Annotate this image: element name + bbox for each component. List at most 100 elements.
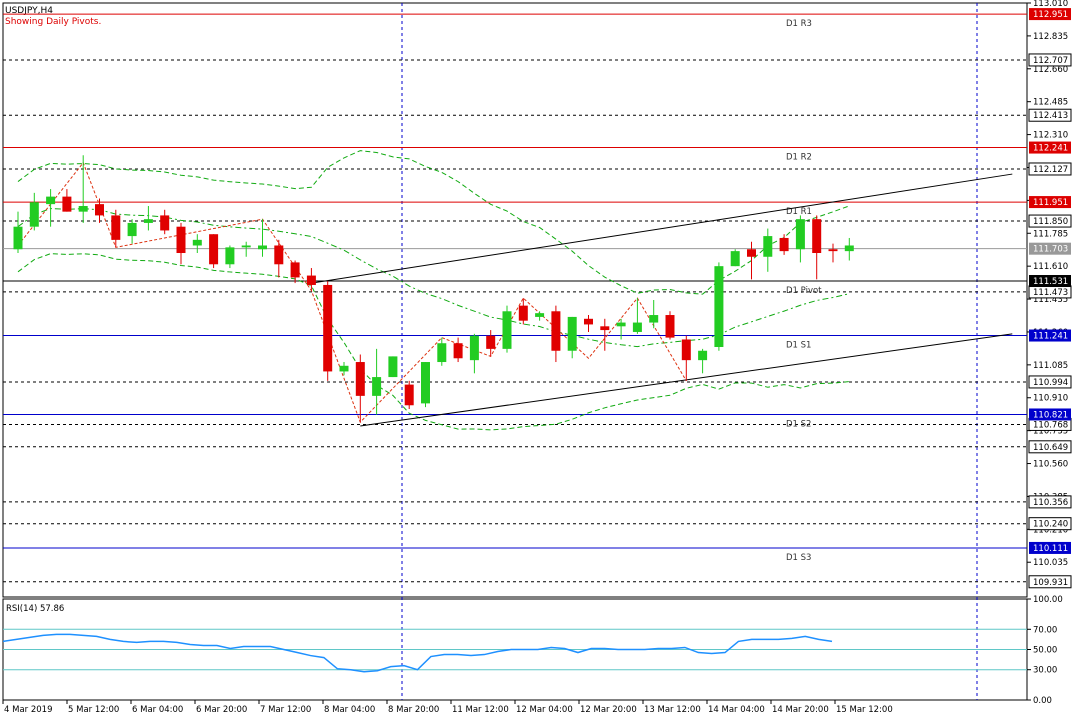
- candle-body: [502, 311, 512, 349]
- rsi-axis-label: 50.00: [1033, 646, 1057, 656]
- price-axis-label: 110.735: [1033, 427, 1068, 437]
- candle-body: [698, 350, 708, 361]
- level-price-tag: [1028, 214, 1072, 228]
- candle-body: [192, 239, 202, 246]
- pivot-price-tag-text: 112.241: [1033, 144, 1068, 154]
- level-price-tag-text: 111.473: [1033, 288, 1068, 298]
- price-axis-label: 111.085: [1033, 361, 1068, 371]
- candle-body: [95, 204, 104, 216]
- time-axis-label: 6 Mar 04:00: [132, 705, 183, 715]
- candle-body: [584, 318, 593, 325]
- level-price-tag-text: 110.356: [1033, 498, 1068, 508]
- time-axis-label: 15 Mar 12:00: [836, 705, 893, 715]
- level-price-tag: [1028, 495, 1072, 509]
- envelope-lower-line: [17, 253, 850, 431]
- pivot-price-tag: [1029, 329, 1071, 342]
- pivot-price-tag: [1029, 141, 1071, 154]
- pivot-line-label: D1 S3: [786, 553, 811, 563]
- candle-body: [225, 247, 235, 265]
- level-price-tag-text: 112.127: [1033, 165, 1068, 175]
- price-axis-label: 112.485: [1033, 98, 1068, 108]
- candle-body: [795, 219, 805, 250]
- rsi-axis-label: 30.00: [1033, 666, 1057, 676]
- candle-body: [714, 266, 724, 347]
- time-axis-label: 7 Mar 12:00: [260, 705, 311, 715]
- level-price-tag: [1028, 517, 1072, 531]
- rsi-line: [2, 633, 833, 673]
- candle-body: [29, 202, 39, 227]
- level-price-tag: [1028, 53, 1072, 67]
- price-axis-label: 111.435: [1033, 295, 1068, 305]
- time-axis-label: 12 Mar 20:00: [580, 705, 637, 715]
- price-axis-label: 110.035: [1033, 558, 1068, 568]
- time-axis-label: 6 Mar 20:00: [196, 705, 247, 715]
- candle-body: [763, 236, 773, 257]
- pivot-line-label: D1 S1: [786, 341, 811, 351]
- pivot-price-tag-text: 111.241: [1033, 332, 1068, 342]
- candle-body: [274, 245, 284, 265]
- level-price-tag: [1028, 162, 1072, 176]
- candle-body: [551, 311, 561, 351]
- candle-body: [665, 315, 675, 338]
- price-pane-frame: [2, 2, 1028, 598]
- pivot-price-tag: [1029, 541, 1071, 554]
- candle-body: [730, 251, 740, 267]
- time-axis-label: 12 Mar 04:00: [516, 705, 573, 715]
- pivots-caption: Showing Daily Pivots.: [5, 17, 101, 27]
- candle-body: [143, 219, 153, 223]
- price-axis-label: 112.310: [1033, 131, 1068, 141]
- pivot-price-tag-text: 110.821: [1033, 410, 1068, 420]
- chart-symbol-title: USDJPY,H4: [5, 6, 53, 16]
- price-axis-label: 110.910: [1033, 394, 1068, 404]
- level-price-tag: [1028, 375, 1072, 389]
- price-axis-label: 111.785: [1033, 229, 1068, 239]
- pivot-price-tag: [1029, 8, 1071, 21]
- candle-body: [62, 196, 72, 212]
- price-axis-label: 110.210: [1033, 525, 1068, 535]
- candle-body: [486, 335, 496, 349]
- candle-body: [78, 206, 88, 212]
- candle-body: [160, 215, 170, 231]
- level-price-tag-text: 112.413: [1033, 111, 1068, 121]
- time-axis-label: 5 Mar 12:00: [68, 705, 119, 715]
- level-price-tag: [1028, 575, 1072, 589]
- level-price-tag-text: 110.768: [1033, 420, 1068, 430]
- candle-body: [209, 234, 219, 265]
- time-axis-label: 14 Mar 04:00: [708, 705, 765, 715]
- level-price-tag-text: 111.850: [1033, 217, 1068, 227]
- pivot-line-label: D1 R1: [786, 207, 812, 217]
- candle-body: [779, 237, 789, 252]
- pivot-price-tag-text: 112.951: [1033, 10, 1068, 20]
- candle-body: [828, 249, 838, 252]
- pivot-price-tag: [1029, 275, 1071, 288]
- candle-body: [616, 322, 626, 327]
- pivot-line-label: D1 R3: [786, 19, 812, 29]
- candle-body: [258, 245, 267, 250]
- pivot-line-label: D1 Pivot: [786, 286, 822, 296]
- trend-line: [311, 173, 1013, 284]
- envelope-upper-line: [17, 150, 850, 295]
- time-axis-label: 8 Mar 20:00: [388, 705, 439, 715]
- moving-average-line: [17, 208, 850, 348]
- level-price-tag: [1028, 108, 1072, 122]
- candle-body: [111, 215, 121, 240]
- rsi-axis-label: 0.00: [1033, 696, 1052, 706]
- candle-body: [241, 245, 251, 248]
- level-price-tag-text: 112.707: [1033, 56, 1068, 66]
- candle-body: [600, 326, 610, 331]
- level-price-tag-text: 110.649: [1033, 443, 1068, 453]
- candle-body: [844, 245, 854, 252]
- price-axis-label: 113.010: [1033, 0, 1068, 9]
- candle-body: [535, 313, 545, 317]
- candle-body: [323, 284, 333, 372]
- candle-body: [306, 275, 316, 285]
- rsi-axis-label: 100.00: [1033, 595, 1063, 605]
- level-price-tag: [1028, 440, 1072, 454]
- candle-body: [46, 196, 56, 205]
- candle-body: [290, 262, 300, 278]
- candle-body: [176, 226, 186, 254]
- rsi-label: RSI(14) 57.86: [6, 604, 64, 614]
- level-price-tag-text: 109.931: [1033, 578, 1068, 588]
- current-price-tag-text: 111.703: [1033, 245, 1068, 255]
